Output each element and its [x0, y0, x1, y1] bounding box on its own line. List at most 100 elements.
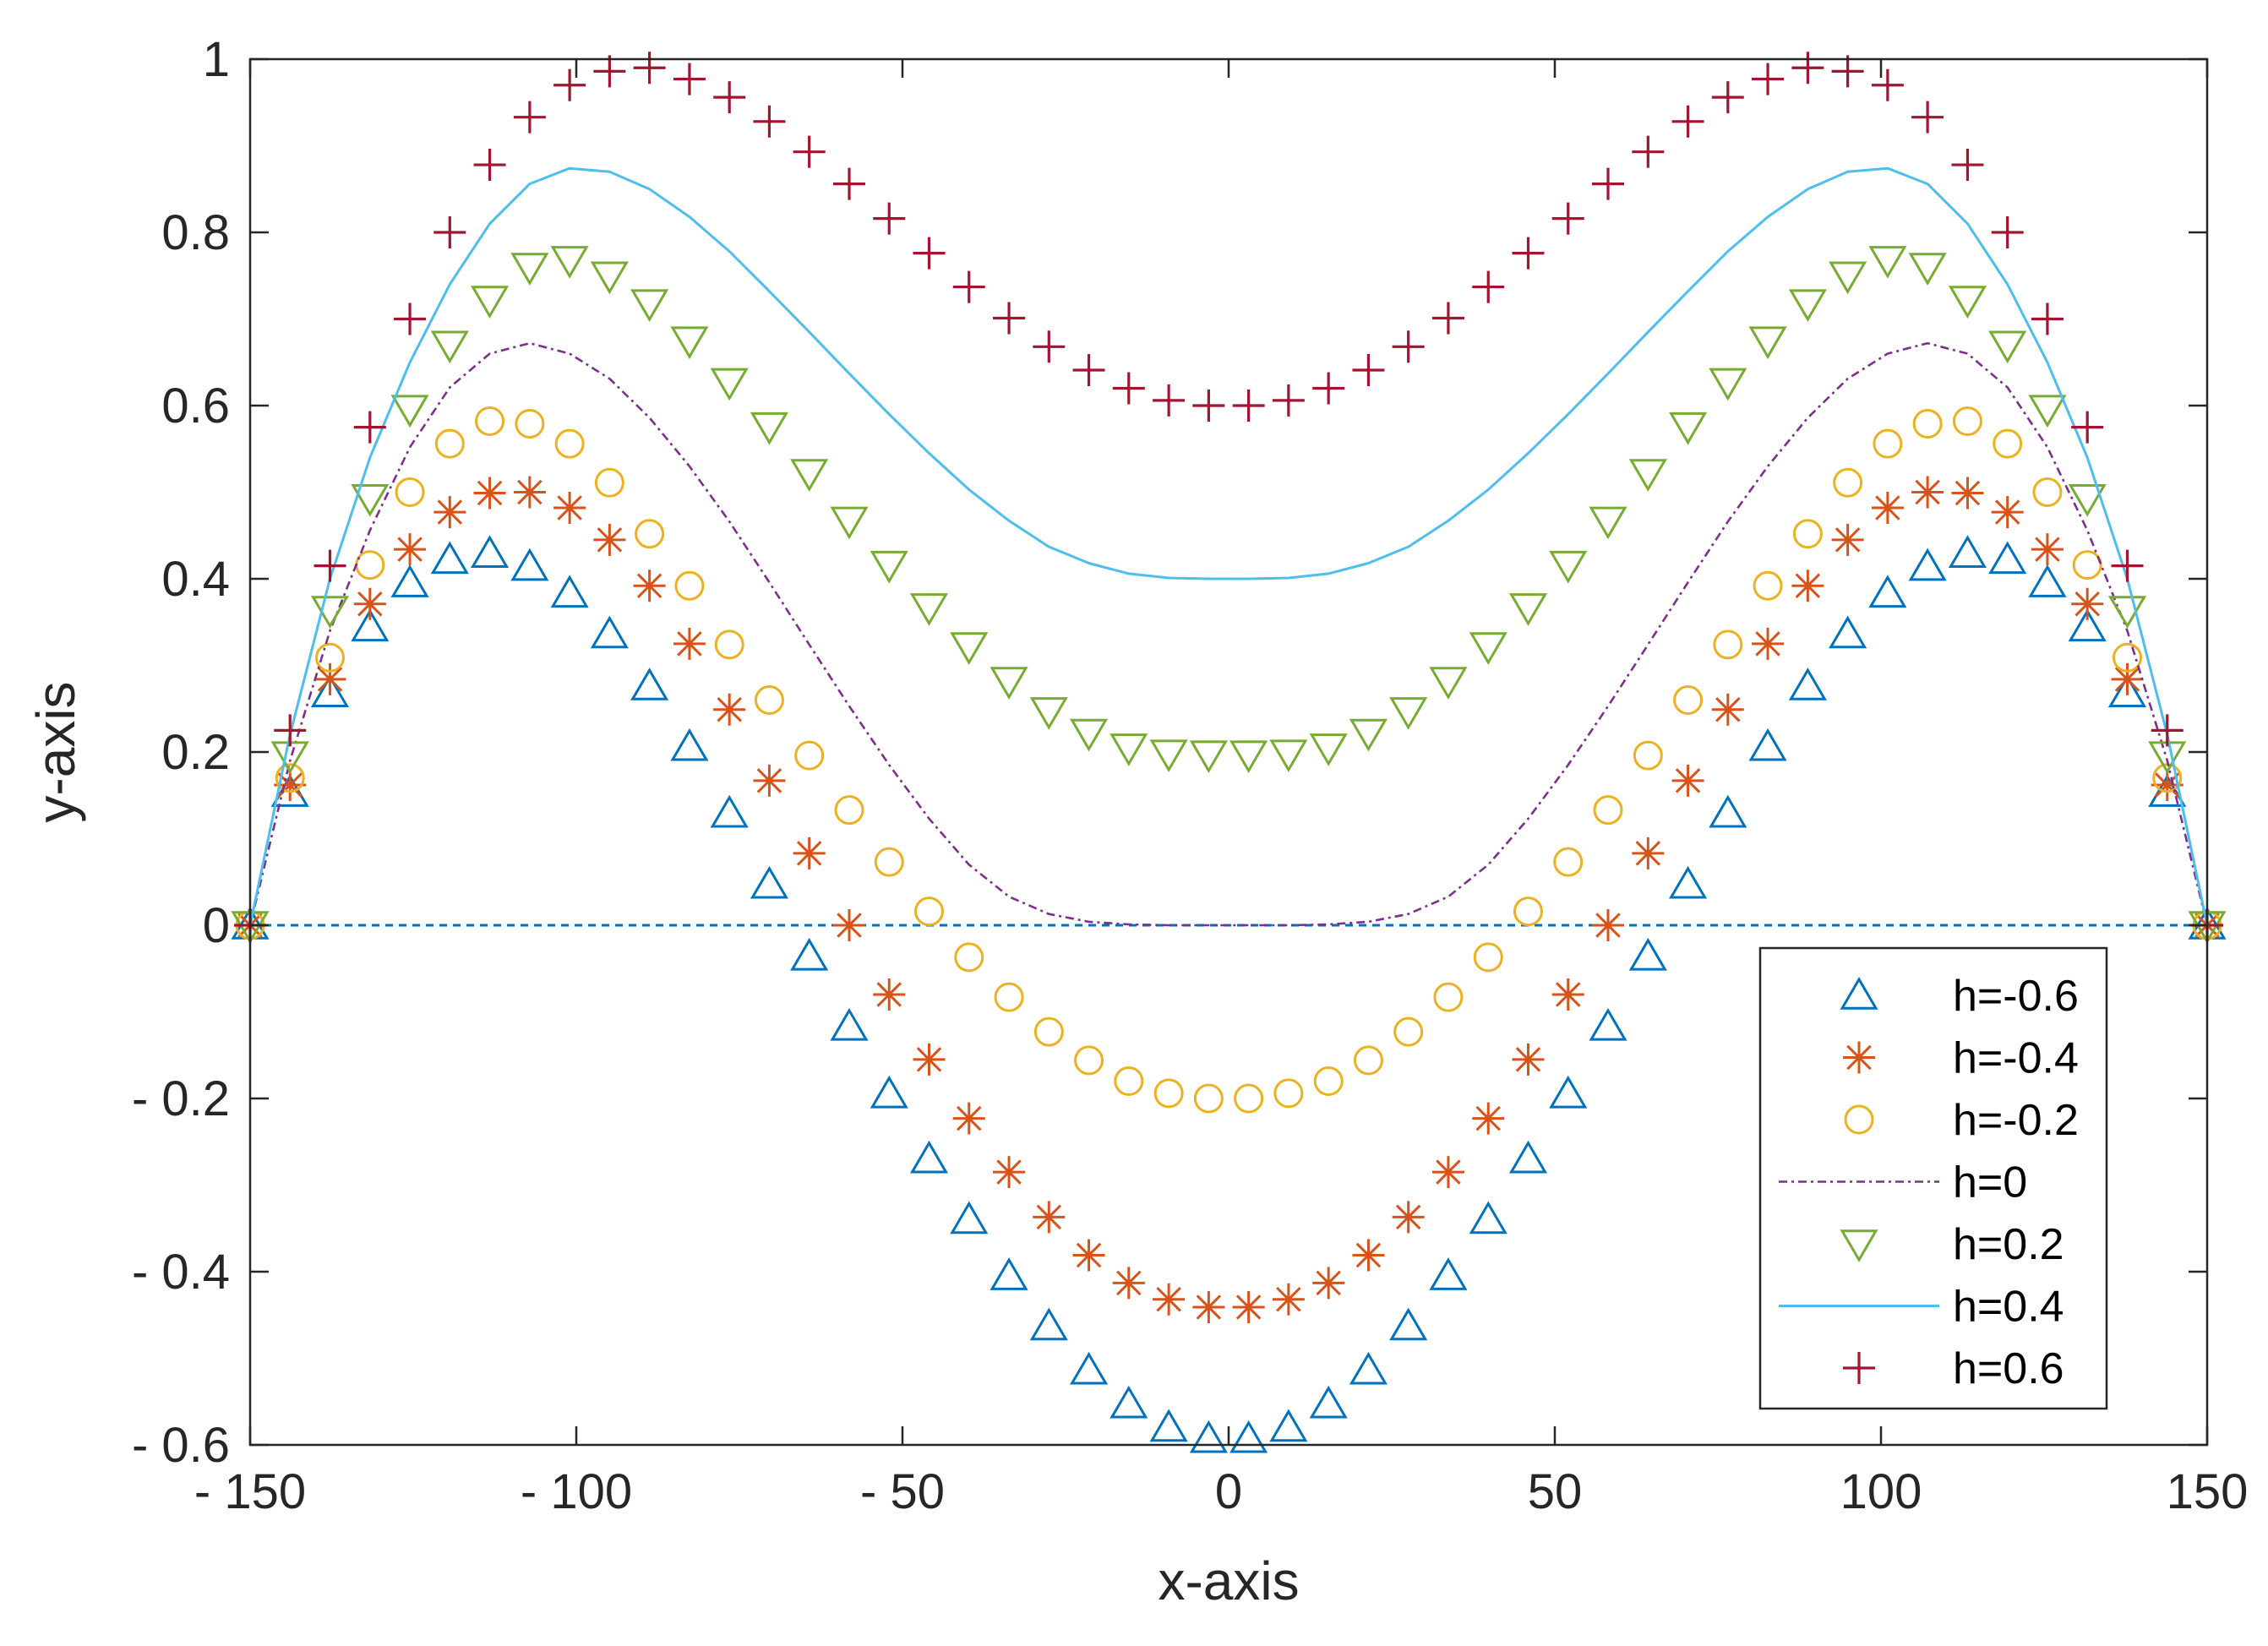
legend-entry: h=-0.2 — [1844, 1096, 2079, 1145]
data-point-h-0p4 — [1871, 491, 1904, 524]
data-point-h-0p2 — [1193, 1083, 1224, 1114]
series-h-0p2 — [235, 406, 2222, 1114]
data-point-h-0p6 — [2107, 674, 2147, 707]
data-point-h0p2 — [1389, 697, 1428, 730]
legend-entry: h=-0.4 — [1843, 1034, 2079, 1083]
data-point-h-0p6 — [1029, 1307, 1068, 1341]
data-point-h-0p4 — [1951, 477, 1984, 510]
legend-marker — [1840, 1229, 1878, 1262]
legend-marker — [1840, 977, 1878, 1010]
data-point-h0p6 — [1033, 330, 1066, 363]
data-point-h-0p2 — [395, 477, 425, 507]
data-point-h0p2 — [1069, 718, 1109, 752]
y-tick-label: 0.6 — [161, 379, 230, 433]
data-point-h-0p4 — [1472, 1102, 1505, 1135]
data-point-h-0p6 — [1429, 1257, 1468, 1290]
series-h0 — [248, 341, 2209, 927]
data-point-h-0p6 — [1149, 1409, 1188, 1442]
data-point-h0p2 — [1229, 740, 1268, 774]
data-point-h-0p4 — [1431, 1156, 1464, 1189]
legend-label: h=0 — [1953, 1158, 2027, 1207]
data-point-h-0p6 — [1908, 548, 1947, 581]
data-point-h-0p2 — [1792, 519, 1823, 549]
data-point-h-0p4 — [1192, 1291, 1225, 1324]
data-point-h-0p4 — [1312, 1267, 1345, 1300]
legend-entry: h=-0.6 — [1840, 972, 2079, 1021]
data-point-h-0p4 — [1752, 627, 1785, 660]
data-point-h0p6 — [1352, 353, 1385, 386]
data-point-h-0p4 — [1512, 1043, 1545, 1076]
data-point-h-0p6 — [1349, 1351, 1388, 1385]
data-point-h0p2 — [1948, 286, 1987, 319]
data-point-h-0p4 — [753, 764, 786, 797]
legend-label: h=0.6 — [1953, 1344, 2064, 1393]
data-point-h-0p2 — [434, 428, 465, 459]
data-point-h0p2 — [1829, 261, 1867, 295]
data-point-h-0p4 — [952, 1102, 985, 1135]
data-point-h0p2 — [630, 289, 669, 323]
data-point-h0p2 — [1189, 740, 1228, 774]
legend-label: h=-0.4 — [1953, 1034, 2079, 1083]
data-point-h0p2 — [1269, 739, 1308, 773]
data-point-h-0p4 — [274, 768, 307, 801]
data-point-h0p2 — [830, 506, 869, 540]
series-line-h0 — [248, 341, 2209, 927]
x-tick-label: 0 — [1215, 1464, 1242, 1519]
data-point-h-0p2 — [635, 519, 665, 549]
data-point-h-0p6 — [830, 1007, 869, 1041]
data-point-h0p2 — [1589, 506, 1627, 540]
data-point-h0p2 — [1628, 459, 1667, 492]
data-point-h0p2 — [790, 459, 829, 492]
data-point-h0p2 — [1868, 246, 1907, 279]
data-point-h-0p4 — [513, 476, 546, 509]
data-point-h-0p4 — [1272, 1283, 1305, 1316]
data-point-h-0p6 — [1389, 1307, 1428, 1341]
data-point-h0p2 — [590, 261, 629, 295]
data-point-h-0p2 — [714, 630, 744, 660]
data-point-h0p2 — [1309, 733, 1348, 766]
data-point-h0p2 — [351, 483, 390, 517]
y-tick-label: 0.4 — [161, 552, 230, 607]
data-point-h-0p6 — [390, 564, 429, 597]
data-point-h-0p4 — [833, 909, 865, 941]
data-point-h-0p6 — [1948, 535, 1987, 568]
data-point-h0p2 — [1469, 632, 1507, 665]
data-point-h0p2 — [1149, 739, 1188, 773]
data-point-h-0p4 — [1831, 523, 1864, 556]
data-point-h0p2 — [750, 412, 788, 445]
data-point-h-0p6 — [550, 575, 589, 608]
data-point-h-0p6 — [1269, 1409, 1308, 1442]
legend-marker — [1844, 1104, 1874, 1135]
data-point-h0p6 — [913, 237, 946, 270]
data-point-h0p6 — [1752, 63, 1785, 95]
data-point-h0p2 — [1908, 253, 1947, 286]
data-point-h-0p2 — [1833, 467, 1863, 498]
data-point-h0p2 — [550, 246, 589, 279]
data-point-h-0p4 — [2031, 533, 2064, 566]
data-point-h0p2 — [1109, 733, 1148, 766]
data-point-h-0p2 — [1033, 1016, 1064, 1047]
data-point-h0p6 — [1871, 68, 1904, 101]
data-point-h0p6 — [2031, 302, 2064, 335]
data-point-h-0p2 — [1234, 1083, 1264, 1114]
data-point-h0p2 — [1748, 326, 1787, 360]
data-point-h0p2 — [430, 330, 469, 364]
data-point-h0p6 — [1431, 302, 1464, 335]
data-point-h-0p6 — [1309, 1385, 1348, 1419]
data-point-h0p6 — [313, 549, 346, 582]
data-point-h-0p2 — [1433, 982, 1464, 1012]
data-point-h-0p4 — [553, 491, 586, 524]
data-point-h-0p6 — [1508, 1140, 1548, 1174]
data-point-h-0p4 — [433, 496, 466, 529]
data-point-h-0p6 — [1549, 1075, 1588, 1109]
legend-box — [1758, 946, 2108, 1410]
legend-entry: h=0.2 — [1840, 1220, 2064, 1269]
data-point-h-0p4 — [1112, 1267, 1145, 1300]
data-point-h-0p2 — [1273, 1078, 1304, 1109]
data-point-h0p6 — [1272, 384, 1305, 417]
data-point-h0p2 — [990, 667, 1028, 700]
data-point-h0p6 — [593, 55, 626, 88]
data-point-h-0p4 — [1352, 1239, 1385, 1272]
x-tick-label: 100 — [1840, 1464, 1922, 1519]
y-tick-label: 0.8 — [161, 205, 230, 260]
